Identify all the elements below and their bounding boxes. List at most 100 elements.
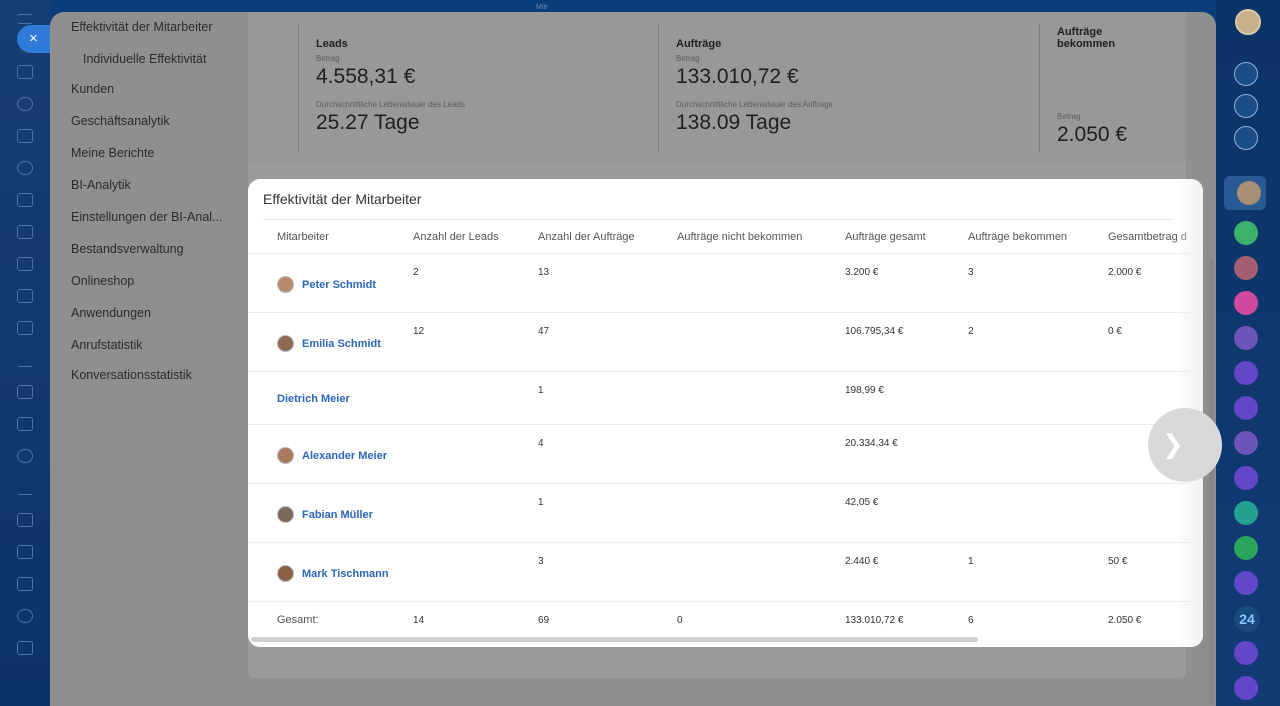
chat-avatar[interactable] xyxy=(1234,396,1258,420)
employee-link[interactable]: Dietrich Meier xyxy=(277,393,350,405)
leads-amount-label: Betrag xyxy=(316,54,340,63)
sidebar-item-bi-settings[interactable]: Einstellungen der BI-Anal... xyxy=(71,210,223,224)
sidebar-item-business-analytics[interactable]: Geschäftsanalytik xyxy=(71,114,170,128)
orders-stat: Aufträge Betrag 133.010,72 € Durchschnit… xyxy=(676,38,876,135)
contacts-icon[interactable] xyxy=(17,161,33,175)
feed-icon[interactable] xyxy=(17,129,33,143)
total-orders-total: 133.010,72 € xyxy=(845,615,904,626)
avatar xyxy=(277,506,294,523)
column-header-orders-total[interactable]: Aufträge gesamt xyxy=(845,231,926,243)
scroll-right-button[interactable]: ❯ xyxy=(1148,408,1222,482)
total-orders: 69 xyxy=(538,615,550,626)
stats-card: Leads Betrag 4.558,31 € Durchschnittlich… xyxy=(248,12,1186,164)
employee-cell: Alexander Meier xyxy=(277,447,387,464)
leads-lifetime: 25.27 Tage xyxy=(316,111,420,134)
chat-avatar[interactable] xyxy=(1234,466,1258,490)
divider xyxy=(263,219,1173,220)
employee-cell: Peter Schmidt xyxy=(277,276,376,293)
won-amount-label: Betrag xyxy=(1057,112,1081,121)
sidebar-item-conversation-statistics[interactable]: Konversationsstatistik xyxy=(71,368,192,382)
settings-icon[interactable] xyxy=(17,97,33,111)
sidebar-item-bi-analytics[interactable]: BI-Analytik xyxy=(71,178,131,192)
avatar xyxy=(277,447,294,464)
chat-icon[interactable] xyxy=(17,545,33,559)
row-divider xyxy=(248,371,1203,372)
total-sum: 2.050 € xyxy=(1108,615,1142,626)
modal-title: Effektivität der Mitarbeiter xyxy=(263,191,422,207)
employee-link[interactable]: Mark Tischmann xyxy=(302,567,389,580)
column-header-employee[interactable]: Mitarbeiter xyxy=(277,231,329,243)
chat-avatar[interactable] xyxy=(1234,291,1258,315)
sidebar-item-call-statistics[interactable]: Anrufstatistik xyxy=(71,338,143,352)
horizontal-scrollbar[interactable] xyxy=(251,637,978,642)
documents-icon[interactable] xyxy=(17,193,33,207)
automation-icon[interactable] xyxy=(17,449,33,463)
employee-link[interactable]: Peter Schmidt xyxy=(302,278,376,291)
filter-icon[interactable] xyxy=(17,417,33,431)
store-icon[interactable] xyxy=(17,513,33,527)
sidebar-item-online-shop[interactable]: Onlineshop xyxy=(71,274,135,288)
sidebar-item-individual-effectiveness[interactable]: Individuelle Effektivität xyxy=(83,52,207,66)
menu-icon[interactable] xyxy=(17,14,33,24)
leads-stat: Leads Betrag 4.558,31 € Durchschnittlich… xyxy=(316,38,516,135)
lock-chat-icon[interactable] xyxy=(1234,536,1258,560)
bitrix24-badge[interactable]: 24 xyxy=(1234,606,1260,632)
chat-avatar[interactable] xyxy=(1234,571,1258,595)
employee-link[interactable]: Emilia Schmidt xyxy=(302,337,381,350)
chat-avatar[interactable] xyxy=(1234,256,1258,280)
orders-lifetime-label: Durchschnittliche Lebensdauer des Auftra… xyxy=(676,100,833,109)
chat-avatar[interactable] xyxy=(1234,641,1258,665)
row-divider xyxy=(248,601,1203,602)
chat-avatar[interactable] xyxy=(1234,676,1258,700)
right-rail: 24 xyxy=(1216,0,1280,706)
home-icon[interactable] xyxy=(17,65,33,79)
chat-avatar[interactable] xyxy=(1234,326,1258,350)
total-leads: 14 xyxy=(413,615,425,626)
orders-amount: 133.010,72 € xyxy=(676,65,799,88)
inbox-icon[interactable] xyxy=(17,225,33,239)
close-slider-button[interactable]: × xyxy=(17,25,51,53)
column-header-total-amount[interactable]: Gesamtbetrag d xyxy=(1108,231,1187,243)
chat-avatar[interactable] xyxy=(1234,431,1258,455)
tasks-icon[interactable] xyxy=(17,321,33,335)
cart-icon[interactable] xyxy=(17,385,33,399)
analytics-icon[interactable] xyxy=(17,353,33,367)
sidebar-item-inventory[interactable]: Bestandsverwaltung xyxy=(71,242,184,256)
divider xyxy=(1039,24,1040,152)
employee-link[interactable]: Fabian Müller xyxy=(302,508,373,521)
sidebar-item-customers[interactable]: Kunden xyxy=(71,82,115,96)
employee-cell: Dietrich Meier xyxy=(277,393,350,405)
column-header-leads[interactable]: Anzahl der Leads xyxy=(413,231,499,243)
avatar xyxy=(277,565,294,582)
column-header-orders-lost[interactable]: Aufträge nicht bekommen xyxy=(677,231,803,243)
vertical-scrollbar[interactable] xyxy=(1209,258,1214,704)
lock-icon[interactable] xyxy=(17,577,33,591)
orders-lifetime: 138.09 Tage xyxy=(676,111,792,134)
chat-avatar[interactable] xyxy=(1237,181,1261,205)
activity-icon[interactable] xyxy=(1234,94,1258,118)
column-header-orders[interactable]: Anzahl der Aufträge xyxy=(538,231,635,243)
calendar-icon[interactable] xyxy=(17,289,33,303)
chat-avatar[interactable] xyxy=(1234,501,1258,525)
column-header-orders-won[interactable]: Aufträge bekommen xyxy=(968,231,1068,243)
orders-total: 42,05 € xyxy=(845,497,879,508)
user-avatar[interactable] xyxy=(1235,9,1261,35)
chat-avatar[interactable] xyxy=(1234,361,1258,385)
leads-amount: 4.558,31 € xyxy=(316,65,416,88)
monitor-icon[interactable] xyxy=(17,257,33,271)
leads-lifetime-label: Durchschnittliche Lebensdauer des Leads xyxy=(316,100,465,109)
sidebar-item-applications[interactable]: Anwendungen xyxy=(71,306,151,320)
sidebar-item-my-reports[interactable]: Meine Berichte xyxy=(71,146,155,160)
chat-avatar[interactable] xyxy=(1234,221,1258,245)
sidebar-item-employee-effectiveness[interactable]: Effektivität der Mitarbeiter xyxy=(71,20,213,34)
apps-icon[interactable] xyxy=(17,641,33,655)
orders-count: 1 xyxy=(538,385,544,396)
divider xyxy=(658,24,659,152)
employee-link[interactable]: Alexander Meier xyxy=(302,449,387,462)
leads-count: 2 xyxy=(413,267,419,278)
more-icon[interactable] xyxy=(17,609,33,623)
effectiveness-modal: Effektivität der Mitarbeiter Mitarbeiter… xyxy=(248,179,1203,647)
notifications-icon[interactable] xyxy=(1234,62,1258,86)
search-icon[interactable] xyxy=(1234,126,1258,150)
sign-icon[interactable] xyxy=(17,481,33,495)
